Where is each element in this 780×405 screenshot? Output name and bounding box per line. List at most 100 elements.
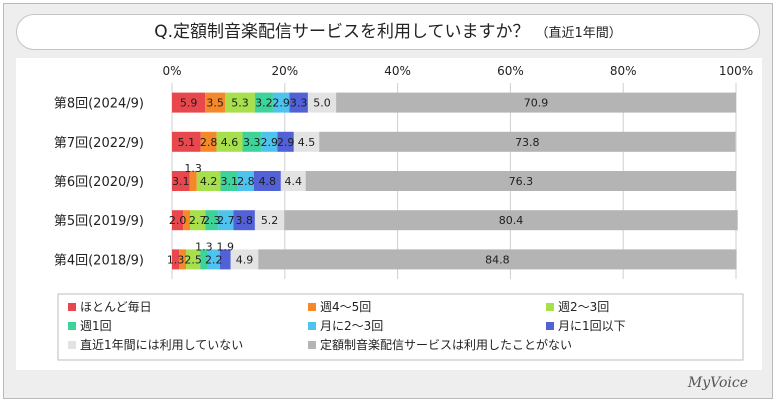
data-label: 3.1 bbox=[220, 175, 238, 188]
legend-label: 直近1年間には利用していない bbox=[80, 338, 243, 352]
legend-swatch bbox=[68, 303, 76, 311]
chart-title: Q.定額制音楽配信サービスを利用していますか？ bbox=[154, 22, 530, 42]
data-label: 4.4 bbox=[285, 175, 303, 188]
data-label: 84.8 bbox=[485, 253, 510, 266]
bar-segment-5 bbox=[272, 92, 290, 113]
bar-segment-8 bbox=[336, 92, 736, 113]
legend-label: 定額制音楽配信サービスは利用したことがない bbox=[320, 337, 572, 352]
legend-swatch bbox=[546, 303, 554, 311]
legend-swatch bbox=[308, 341, 316, 349]
data-label: 80.4 bbox=[499, 214, 524, 227]
bar-segment-6 bbox=[277, 131, 294, 152]
data-label: 3.8 bbox=[235, 214, 253, 227]
data-label: 4.9 bbox=[236, 253, 254, 266]
x-tick-label: 0% bbox=[162, 64, 181, 78]
category-label: 第4回(2018/9) bbox=[54, 253, 144, 268]
legend-label: 週1回 bbox=[80, 319, 112, 333]
data-label: 2.7 bbox=[189, 214, 207, 227]
x-tick-label: 80% bbox=[610, 64, 637, 78]
data-label: 2.9 bbox=[272, 97, 290, 110]
bar-segment-2 bbox=[189, 171, 197, 191]
data-label: 3.1 bbox=[172, 175, 190, 188]
bar-segment-2 bbox=[200, 131, 217, 152]
data-label: 1.3 bbox=[184, 162, 202, 175]
data-label: 5.2 bbox=[261, 214, 279, 227]
data-label: 2.3 bbox=[203, 214, 221, 227]
bar-segment-4 bbox=[220, 171, 238, 191]
legend-swatch bbox=[68, 341, 76, 349]
data-label: 2.8 bbox=[200, 136, 218, 149]
bar-segment-1 bbox=[172, 92, 206, 113]
bar-segment-3 bbox=[216, 131, 243, 152]
data-label: 4.6 bbox=[221, 136, 239, 149]
data-label: 2.8 bbox=[237, 175, 255, 188]
bar-segment-1 bbox=[172, 171, 190, 191]
bar-segment-8 bbox=[284, 210, 738, 231]
bar-segment-7 bbox=[307, 92, 337, 113]
bar-segment-2 bbox=[205, 92, 226, 113]
category-label: 第6回(2020/9) bbox=[54, 175, 144, 190]
data-label: 5.9 bbox=[180, 97, 198, 110]
bar-segment-6 bbox=[253, 171, 281, 191]
bar-segment-4 bbox=[205, 210, 219, 231]
data-label: 3.5 bbox=[206, 97, 224, 110]
myvoice-logo: MyVoice bbox=[687, 375, 748, 391]
x-tick-label: 40% bbox=[384, 64, 411, 78]
data-label: 3.2 bbox=[255, 97, 273, 110]
data-label: 5.3 bbox=[231, 97, 249, 110]
bar-segment-6 bbox=[233, 210, 255, 231]
bar-segment-5 bbox=[237, 171, 254, 191]
data-label: 3.3 bbox=[290, 97, 308, 110]
data-label: 2.5 bbox=[184, 253, 202, 266]
bar-segment-8 bbox=[258, 249, 737, 270]
title-box: Q.定額制音楽配信サービスを利用していますか？ （直近1年間） bbox=[16, 14, 760, 50]
legend-swatch bbox=[546, 322, 554, 330]
legend-label: 週4～5回 bbox=[320, 300, 371, 314]
legend-label: 週2～3回 bbox=[558, 300, 609, 314]
bar-segment-4 bbox=[254, 92, 273, 113]
data-label: 70.9 bbox=[524, 97, 549, 110]
x-tick-label: 60% bbox=[497, 64, 524, 78]
legend-label: 月に2～3回 bbox=[320, 319, 383, 333]
bar-segment-3 bbox=[190, 210, 206, 231]
bar-segment-8 bbox=[305, 171, 736, 191]
bar-segment-2 bbox=[183, 210, 191, 231]
data-label: 2.2 bbox=[205, 253, 223, 266]
bar-segment-1 bbox=[172, 131, 201, 152]
bar-segment-7 bbox=[254, 210, 285, 231]
bar-segment-6 bbox=[289, 92, 308, 113]
data-label: 73.8 bbox=[515, 136, 540, 149]
data-label: 2.9 bbox=[261, 136, 279, 149]
data-label: 4.2 bbox=[200, 175, 218, 188]
data-label: 1.9 bbox=[217, 240, 235, 253]
bar-segment-5 bbox=[261, 131, 278, 152]
bar-segment-4 bbox=[242, 131, 262, 152]
bar-segment-3 bbox=[225, 92, 255, 113]
bar-segment-7 bbox=[230, 249, 259, 270]
data-label: 1.3 bbox=[195, 240, 213, 253]
bar-segment-2 bbox=[179, 249, 187, 270]
category-label: 第5回(2019/9) bbox=[54, 214, 144, 229]
legend-box bbox=[57, 293, 744, 361]
bar-segment-6 bbox=[219, 249, 231, 270]
x-tick-label: 20% bbox=[271, 64, 298, 78]
bar-segment-5 bbox=[207, 249, 220, 270]
data-label: 5.0 bbox=[313, 97, 331, 110]
chart-panel: 0% 20% 40% 60% 80% 100% 第8回(2024/9) 5.9 3.5 5.3 3.… bbox=[16, 58, 762, 370]
legend-label: 月に1回以下 bbox=[558, 319, 626, 333]
bar-segment-5 bbox=[218, 210, 234, 231]
data-label: 2.0 bbox=[169, 214, 187, 227]
bar-segment-8 bbox=[319, 131, 736, 152]
category-label: 第7回(2022/9) bbox=[54, 136, 144, 151]
legend-swatch bbox=[308, 322, 316, 330]
data-label: 1.3 bbox=[167, 253, 185, 266]
bar-segment-4 bbox=[200, 249, 208, 270]
legend-swatch bbox=[68, 322, 76, 330]
chart-subtitle: （直近1年間） bbox=[535, 26, 622, 41]
bar-segment-7 bbox=[293, 131, 320, 152]
data-label: 2.7 bbox=[217, 214, 235, 227]
data-label: 5.1 bbox=[178, 136, 196, 149]
chart-frame: Q.定額制音楽配信サービスを利用していますか？ （直近1年間） 0% 20% 40% 6… bbox=[3, 3, 773, 399]
data-label: 2.9 bbox=[277, 136, 295, 149]
data-label: 76.3 bbox=[509, 175, 534, 188]
